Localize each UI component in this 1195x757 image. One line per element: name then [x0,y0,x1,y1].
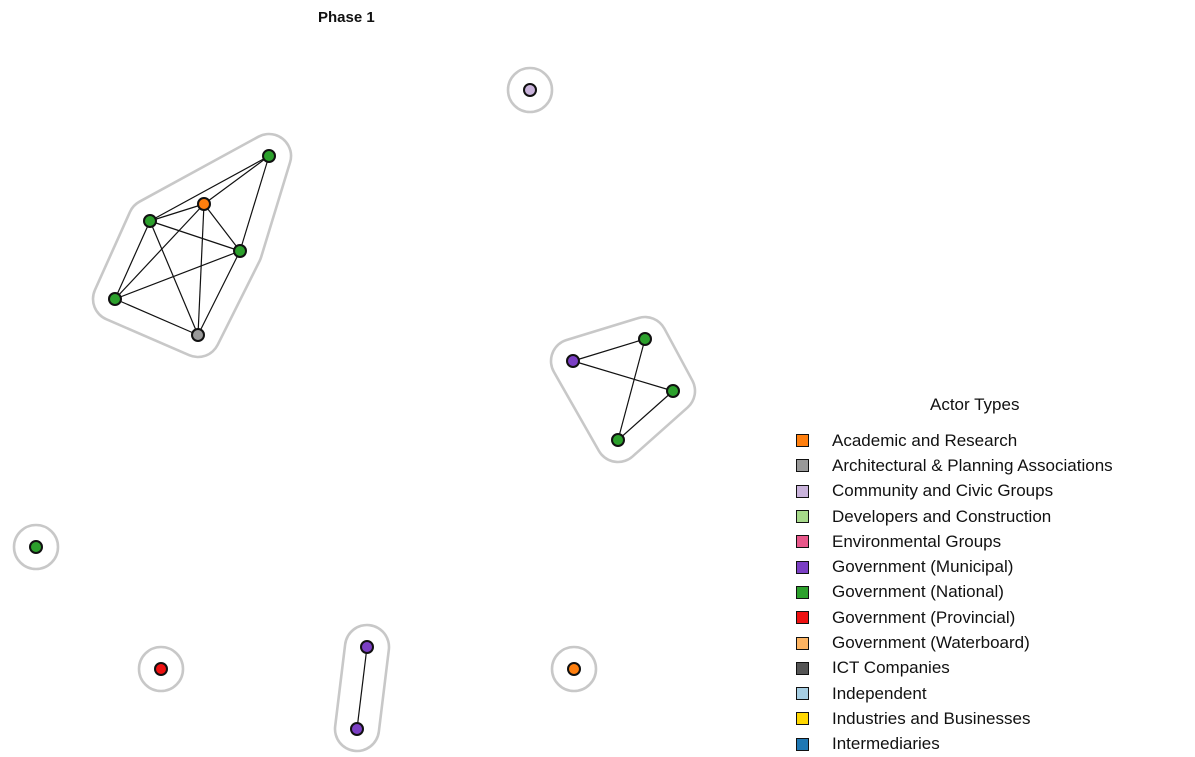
legend-items: Academic and Research Architectural & Pla… [796,428,1113,757]
chart-title: Phase 1 [318,9,375,26]
legend-swatch [796,636,809,650]
edge [572,360,674,392]
node [197,197,211,211]
node [523,83,537,97]
group-hull [550,645,598,693]
node [350,722,364,736]
legend-swatch [796,535,809,549]
edge [149,203,205,222]
edge [239,155,270,252]
legend-swatch [796,434,809,448]
node [143,214,157,228]
legend-label: Government (Provincial) [832,607,1016,627]
legend-item: Independent [796,681,1113,706]
node [566,354,580,368]
legend-swatch [796,737,809,751]
legend-label: Developers and Construction [832,506,1052,526]
group-hulls [12,66,697,753]
node [191,328,205,342]
edge [114,220,151,300]
edge [203,155,270,205]
legend-item: Academic and Research [796,428,1113,453]
node [154,662,168,676]
legend-label: Community and Civic Groups [832,481,1054,501]
group-hull [137,645,185,693]
group-hull-fill [552,318,694,461]
legend-label: ICT Companies [832,658,950,678]
legend-label: Independent [832,683,927,703]
network-edges [114,155,674,730]
legend-label: Government (National) [832,582,1004,602]
legend-label: Industries and Businesses [832,708,1031,728]
node [108,292,122,306]
edge [114,250,241,300]
legend-item: ICT Companies [796,656,1113,681]
node [29,540,43,554]
edge [617,338,646,441]
edge [149,220,199,336]
network-nodes [29,83,680,736]
legend-item: Community and Civic Groups [796,479,1113,504]
legend-item: Environmental Groups [796,529,1113,554]
legend-swatch [796,510,809,524]
legend-item: Government (Waterboard) [796,630,1113,655]
node [638,332,652,346]
legend-title: Actor Types [930,395,1020,414]
legend-label: Environmental Groups [832,531,1002,551]
legend-item: Intermediaries [796,732,1113,757]
legend-swatch [796,661,809,675]
node [666,384,680,398]
group-hull [506,66,554,114]
edge [114,203,205,300]
legend-swatch [796,459,809,473]
edge [617,390,674,441]
edge [197,203,205,336]
node [262,149,276,163]
edge [356,646,368,730]
node [233,244,247,258]
group-hull-fill [94,135,290,356]
legend-label: Intermediaries [832,734,940,754]
edge [197,250,241,336]
node [360,640,374,654]
legend-item: Government (Municipal) [796,554,1113,579]
edge [572,338,646,362]
legend-swatch [796,560,809,574]
legend-item: Developers and Construction [796,504,1113,529]
node [611,433,625,447]
legend-swatch [796,712,809,726]
network-diagram [12,66,697,753]
legend-label: Government (Waterboard) [832,633,1030,653]
legend-label: Academic and Research [832,430,1018,450]
legend-swatch [796,687,809,701]
legend-label: Government (Municipal) [832,557,1014,577]
legend-item: Government (National) [796,580,1113,605]
legend-item: Government (Provincial) [796,605,1113,630]
node [567,662,581,676]
legend-item: Industries and Businesses [796,706,1113,731]
legend-swatch [796,611,809,625]
legend-swatch [796,585,809,599]
legend-item: Architectural & Planning Associations [796,453,1113,478]
edge [149,155,270,222]
legend: Actor Types Academic and Research Archite… [796,394,1113,757]
group-hull [12,523,60,571]
edge [149,220,241,252]
edge [203,203,241,252]
legend-swatch [796,484,809,498]
legend-label: Architectural & Planning Associations [832,455,1113,475]
edge [114,298,199,336]
